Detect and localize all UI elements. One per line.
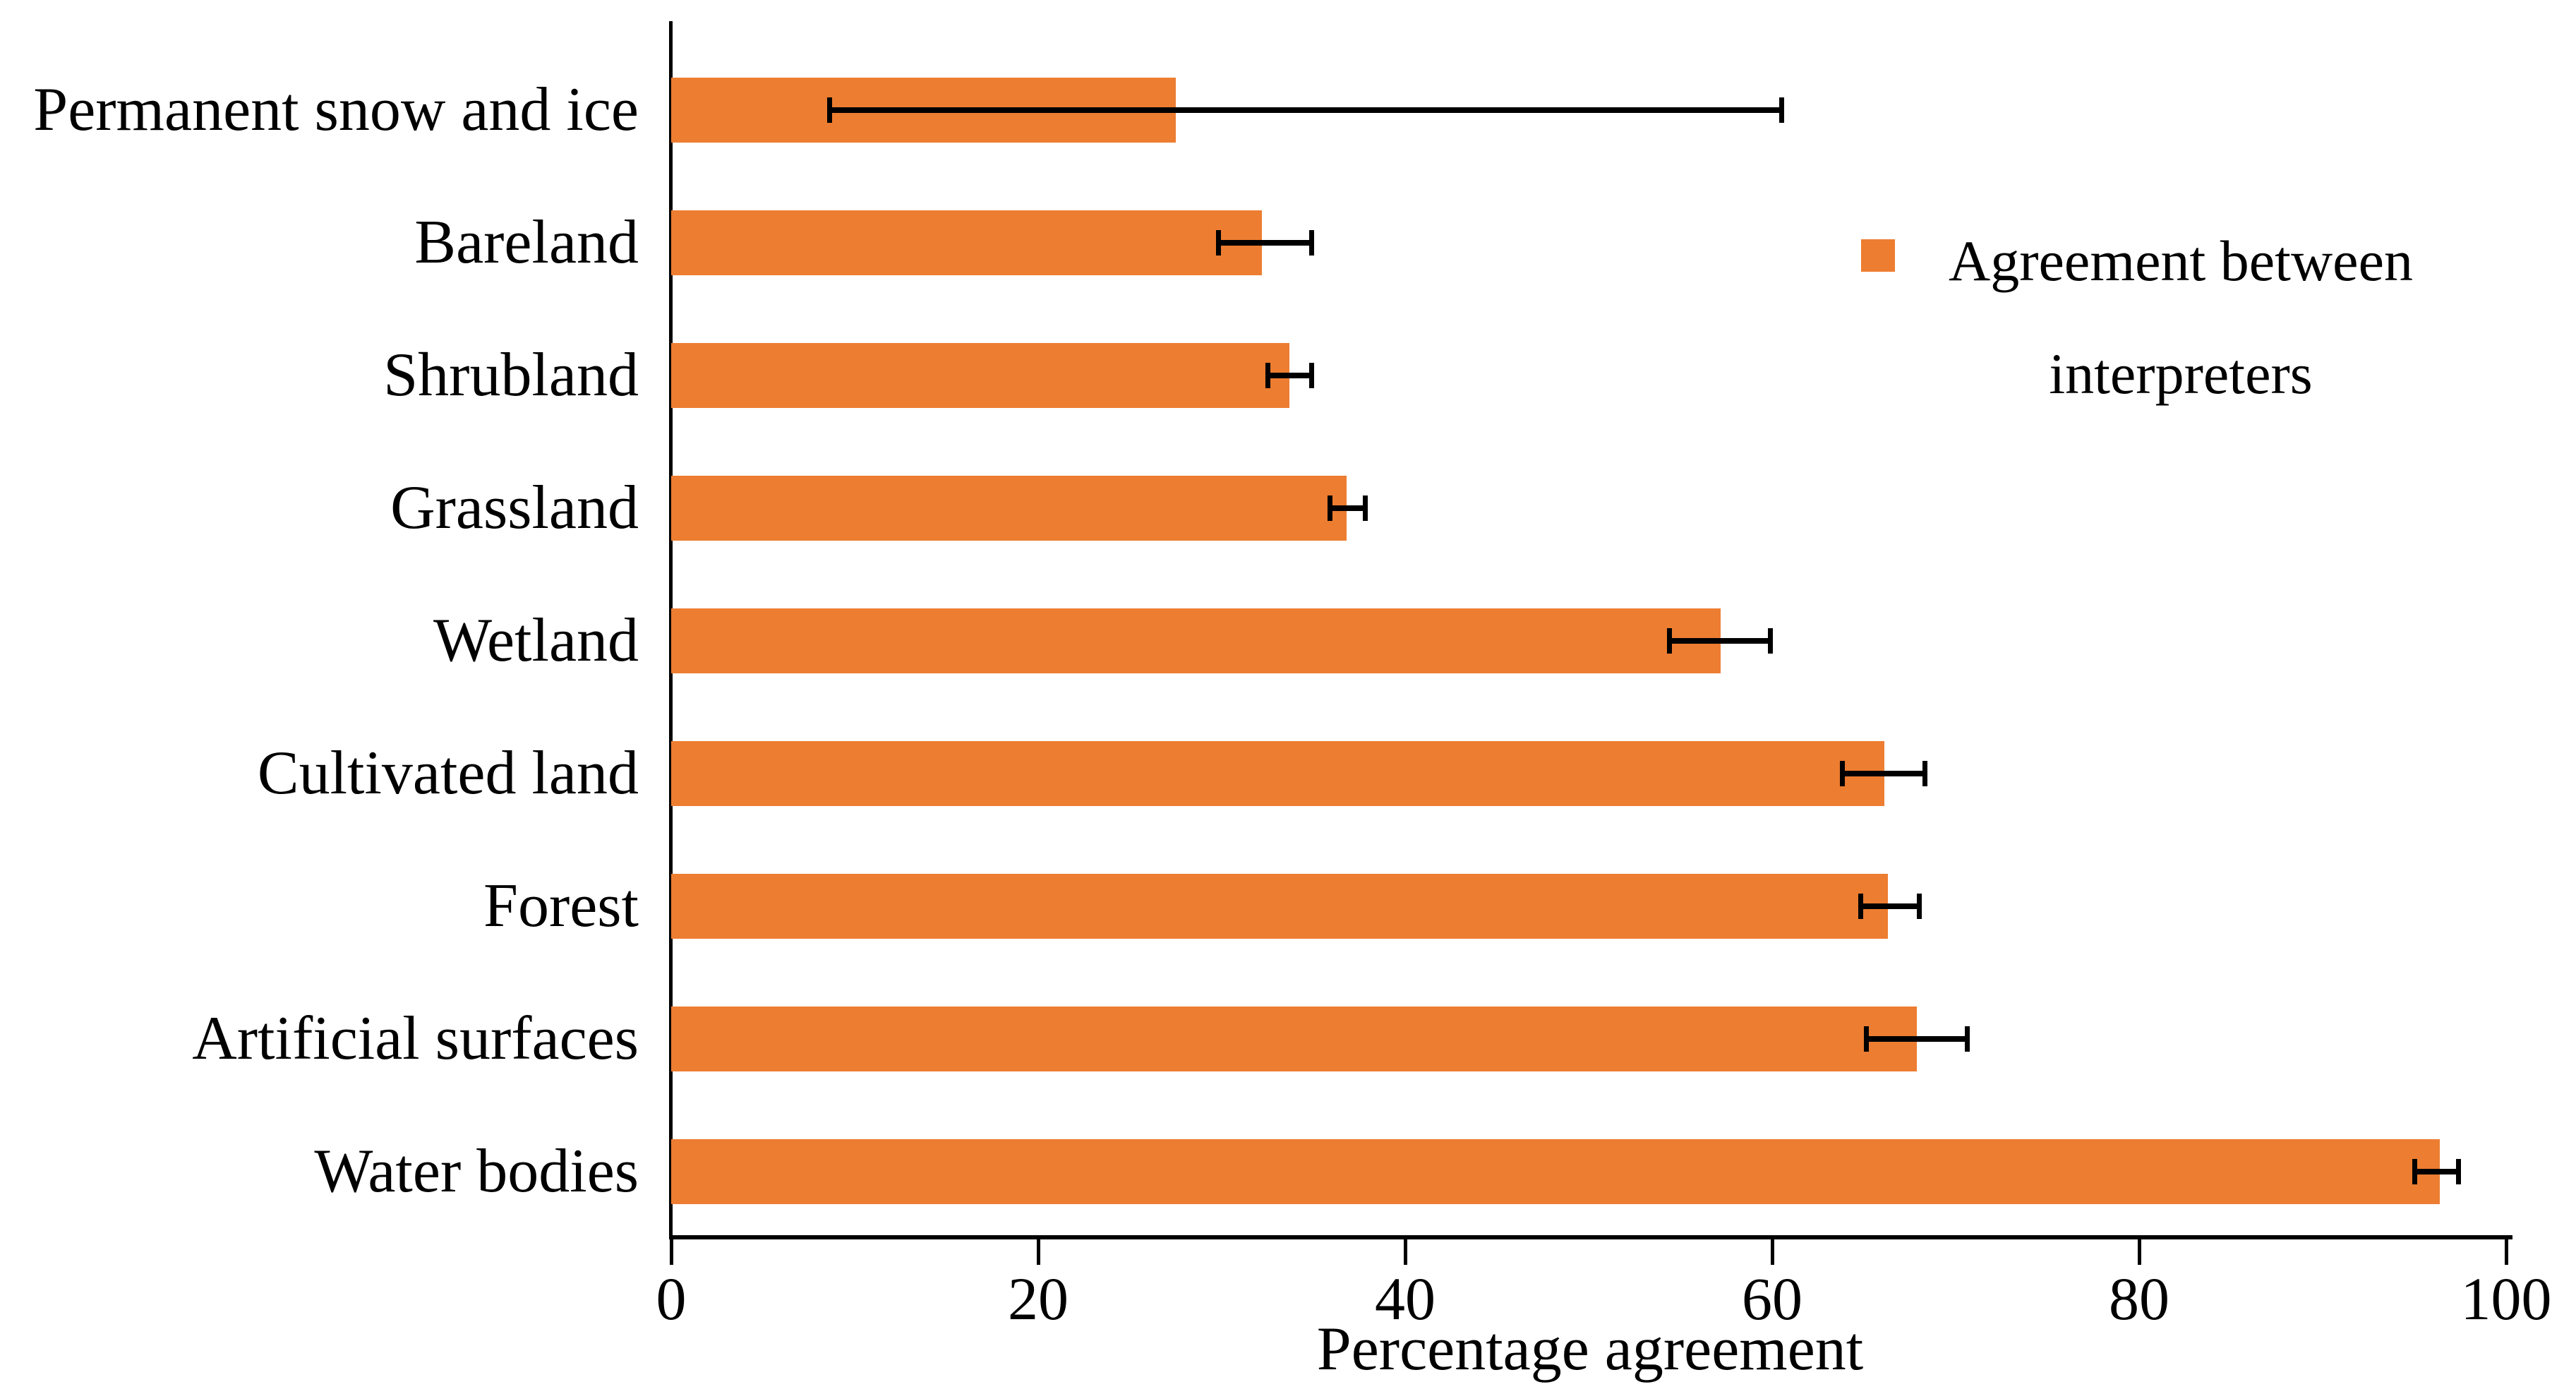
error-bar-line <box>1268 373 1312 378</box>
x-axis-tick-label: 20 <box>1008 1265 1069 1333</box>
error-bar-line <box>1217 240 1312 246</box>
error-bar-cap-high <box>1309 363 1315 388</box>
legend-label: Agreement between interpreters <box>1906 205 2456 431</box>
x-axis-tick-label: 0 <box>656 1265 687 1333</box>
bar <box>671 1139 2440 1204</box>
error-bar-line <box>1841 771 1925 776</box>
error-bar-cap-high <box>1917 894 1922 919</box>
category-label: Shrubland <box>383 341 639 409</box>
error-bar-cap-low <box>1858 894 1863 919</box>
error-bar-line <box>1669 638 1771 644</box>
legend: Agreement between interpreters <box>1861 205 2468 508</box>
bar <box>671 343 1290 408</box>
category-label: Bareland <box>414 208 639 277</box>
error-bar-line <box>1865 1036 1967 1042</box>
x-axis-tick-label: 60 <box>1742 1265 1802 1333</box>
x-axis-line <box>669 1235 2512 1239</box>
error-bar-cap-high <box>1768 628 1774 654</box>
bar <box>671 608 1721 673</box>
error-bar-cap-low <box>1667 628 1673 654</box>
x-axis-tick <box>2138 1239 2141 1265</box>
y-axis-line <box>669 21 673 1239</box>
category-label: Permanent snow and ice <box>33 76 639 144</box>
category-label: Water bodies <box>314 1137 639 1206</box>
error-bar-line <box>1860 903 1919 909</box>
x-axis-title: Percentage agreement <box>1316 1315 1864 1383</box>
category-label: Artificial surfaces <box>192 1004 639 1073</box>
bar <box>671 874 1888 939</box>
error-bar-line <box>2414 1169 2459 1174</box>
error-bar-cap-high <box>1309 230 1315 256</box>
error-bar-cap-low <box>2412 1159 2417 1184</box>
x-axis-tick <box>1404 1239 1407 1265</box>
x-axis-tick-label: 100 <box>2460 1265 2552 1333</box>
x-axis-tick-label: 80 <box>2109 1265 2169 1333</box>
error-bar-line <box>1330 505 1365 511</box>
error-bar-cap-low <box>1215 230 1221 256</box>
error-bar-cap-high <box>2456 1159 2462 1184</box>
error-bar-line <box>829 107 1781 113</box>
bar <box>671 476 1347 541</box>
bar <box>671 210 1263 275</box>
error-bar-cap-high <box>1922 761 1927 786</box>
x-axis-tick-label: 40 <box>1375 1265 1436 1333</box>
error-bar-cap-low <box>1839 761 1845 786</box>
bar <box>671 1007 1918 1071</box>
error-bar-cap-low <box>826 97 832 123</box>
category-label: Forest <box>483 872 639 940</box>
error-bar-cap-high <box>1779 97 1784 123</box>
legend-marker-square <box>1861 239 1895 272</box>
category-label: Cultivated land <box>257 739 639 807</box>
error-bar-cap-high <box>1362 495 1368 521</box>
bar <box>671 741 1884 806</box>
error-bar-cap-low <box>1863 1026 1869 1052</box>
x-axis-tick <box>1037 1239 1040 1265</box>
error-bar-cap-low <box>1265 363 1270 388</box>
category-label: Grassland <box>390 474 639 542</box>
legend-label-line2: interpreters <box>2049 342 2313 406</box>
error-bar-cap-high <box>1964 1026 1970 1052</box>
x-axis-tick <box>670 1239 673 1265</box>
error-bar-cap-low <box>1328 495 1333 521</box>
legend-label-line1: Agreement between <box>1949 229 2413 293</box>
x-axis-tick <box>1771 1239 1774 1265</box>
category-label: Wetland <box>433 606 639 675</box>
x-axis-tick <box>2505 1239 2508 1265</box>
